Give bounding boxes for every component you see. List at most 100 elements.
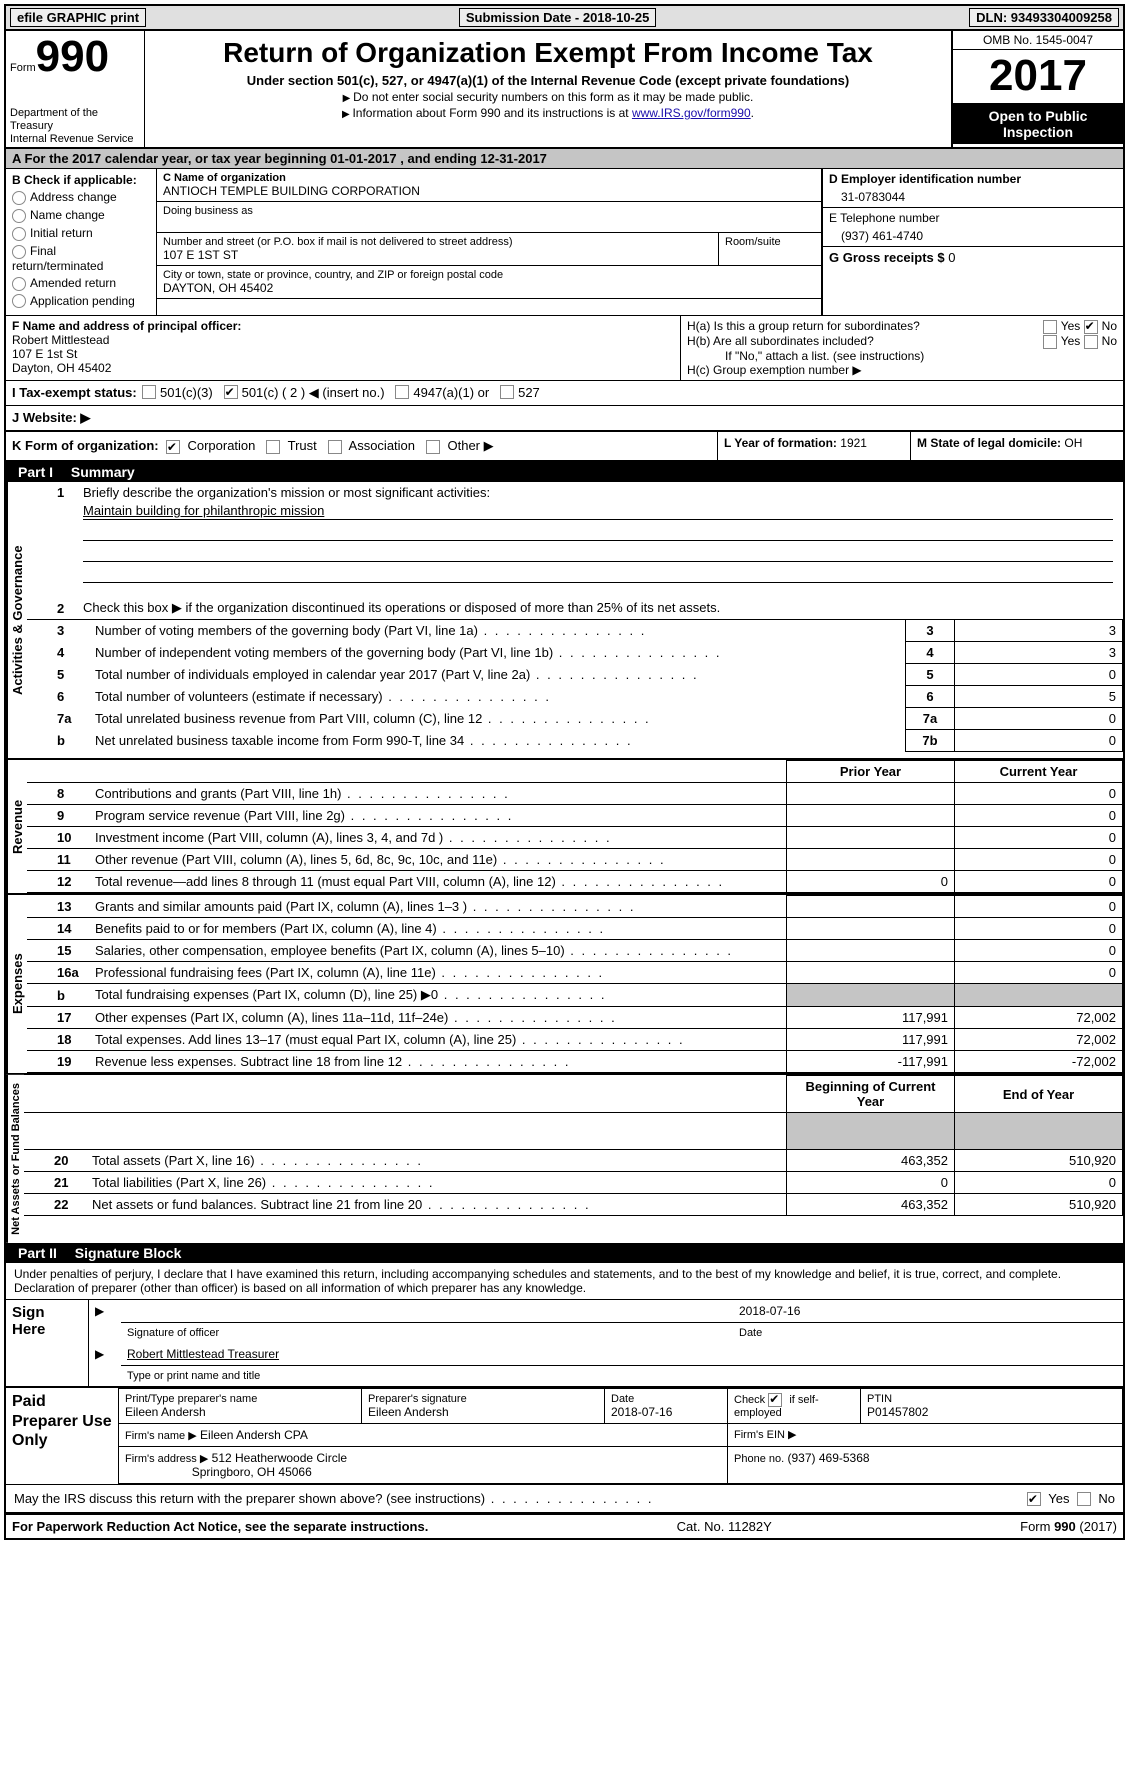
- exp-table: 13Grants and similar amounts paid (Part …: [27, 895, 1123, 1073]
- table-row: 8Contributions and grants (Part VIII, li…: [27, 783, 1123, 805]
- gross-receipts: 0: [948, 250, 955, 265]
- chk-trust[interactable]: [266, 440, 280, 454]
- sign-here-block: Sign Here ▶ 2018-07-16 Signature of offi…: [6, 1300, 1123, 1388]
- chk-amended[interactable]: [12, 277, 26, 291]
- part2-title: Signature Block: [75, 1245, 182, 1261]
- d-label: D Employer identification number: [829, 172, 1117, 186]
- chk-corp[interactable]: [166, 440, 180, 454]
- footer: For Paperwork Reduction Act Notice, see …: [6, 1514, 1123, 1538]
- chk-4947[interactable]: [395, 385, 409, 399]
- k-label: K Form of organization:: [12, 438, 159, 453]
- table-row: 13Grants and similar amounts paid (Part …: [27, 896, 1123, 918]
- part1-netassets: Net Assets or Fund Balances Beginning of…: [6, 1075, 1123, 1243]
- prep-sig-lbl: Preparer's signature: [368, 1393, 598, 1405]
- ha-yes[interactable]: [1043, 320, 1057, 334]
- prep-sig: Eileen Andersh: [368, 1405, 598, 1419]
- efile-print-button[interactable]: efile GRAPHIC print: [10, 8, 146, 27]
- chk-501c[interactable]: [224, 385, 238, 399]
- form-subtitle: Under section 501(c), 527, or 4947(a)(1)…: [149, 73, 947, 88]
- table-row: 15Salaries, other compensation, employee…: [27, 940, 1123, 962]
- domicile: OH: [1064, 436, 1082, 450]
- lbl-initial: Initial return: [30, 226, 93, 240]
- table-row: 22Net assets or fund balances. Subtract …: [24, 1194, 1123, 1216]
- box-b: B Check if applicable: Address change Na…: [6, 169, 157, 315]
- info-line: Information about Form 990 and its instr…: [149, 106, 947, 120]
- form-number: 990: [36, 32, 109, 81]
- firm-name: Eileen Andersh CPA: [200, 1428, 308, 1442]
- q1: Briefly describe the organization's miss…: [83, 485, 1113, 500]
- prep-name-lbl: Print/Type preparer's name: [125, 1393, 355, 1405]
- no3: No: [1098, 1491, 1115, 1506]
- box-h: H(a) Is this a group return for subordin…: [681, 316, 1123, 380]
- year-formation: 1921: [840, 436, 867, 450]
- phone-lbl: Phone no.: [734, 1453, 784, 1465]
- irs-link[interactable]: www.IRS.gov/form990: [632, 106, 751, 120]
- gov-row: 5Total number of individuals employed in…: [27, 664, 1123, 686]
- l-label: L Year of formation:: [724, 436, 837, 450]
- lbl-address-change: Address change: [30, 190, 117, 204]
- omb-number: OMB No. 1545-0047: [953, 31, 1123, 50]
- hb-label: H(b) Are all subordinates included?: [687, 334, 874, 349]
- hb-yes[interactable]: [1043, 335, 1057, 349]
- opt-501c3: 501(c)(3): [160, 385, 213, 401]
- org-name: ANTIOCH TEMPLE BUILDING CORPORATION: [163, 184, 815, 198]
- street: 107 E 1ST ST: [163, 248, 712, 262]
- f-label: F Name and address of principal officer:: [12, 319, 674, 333]
- top-bar: efile GRAPHIC print Submission Date - 20…: [6, 6, 1123, 31]
- opt-other: Other ▶: [447, 438, 493, 453]
- opt-527: 527: [518, 385, 540, 401]
- phone: (937) 461-4740: [841, 229, 1117, 243]
- paid-preparer-lbl: Paid Preparer Use Only: [6, 1388, 119, 1483]
- chk-assoc[interactable]: [328, 440, 342, 454]
- chk-self-employed[interactable]: [768, 1393, 782, 1407]
- ha-label: H(a) Is this a group return for subordin…: [687, 319, 920, 334]
- form-990-page: efile GRAPHIC print Submission Date - 20…: [4, 4, 1125, 1540]
- chk-initial[interactable]: [12, 227, 26, 241]
- line-j: J Website: ▶: [6, 406, 1123, 432]
- firm-addr1: 512 Heatherwoode Circle: [212, 1451, 347, 1465]
- opt-501c: 501(c) ( 2 ) ◀ (insert no.): [242, 385, 385, 401]
- type-name-lbl: Type or print name and title: [121, 1365, 1123, 1387]
- ha-no[interactable]: [1084, 320, 1098, 334]
- dept-treasury: Department of the Treasury: [10, 107, 140, 133]
- vert-expenses: Expenses: [6, 895, 27, 1073]
- yes-label: Yes: [1061, 319, 1081, 333]
- g-label: G Gross receipts $: [829, 250, 945, 265]
- chk-527[interactable]: [500, 385, 514, 399]
- e-label: E Telephone number: [829, 211, 1117, 225]
- may-irs: May the IRS discuss this return with the…: [14, 1491, 485, 1506]
- header-right: OMB No. 1545-0047 2017 Open to Public In…: [951, 31, 1123, 147]
- line-i: I Tax-exempt status: 501(c)(3) 501(c) ( …: [6, 381, 1123, 406]
- may-yes[interactable]: [1027, 1492, 1041, 1506]
- yes3: Yes: [1048, 1491, 1069, 1506]
- section-b-c-d: B Check if applicable: Address change Na…: [6, 169, 1123, 315]
- hdr-prior: Prior Year: [787, 761, 955, 783]
- hb-no[interactable]: [1084, 335, 1098, 349]
- officer-name-sig: Robert Mittlestead Treasurer: [121, 1343, 1123, 1366]
- part1-revenue: Revenue Prior YearCurrent Year 8Contribu…: [6, 760, 1123, 895]
- gov-table: 3Number of voting members of the governi…: [27, 619, 1123, 752]
- no-label2: No: [1102, 334, 1117, 348]
- chk-pending[interactable]: [12, 294, 26, 308]
- ein: 31-0783044: [841, 190, 1117, 204]
- paid-preparer-block: Paid Preparer Use Only Print/Type prepar…: [6, 1388, 1123, 1484]
- tax-year: 2017: [953, 50, 1123, 103]
- chk-name-change[interactable]: [12, 209, 26, 223]
- irs-label: Internal Revenue Service: [10, 133, 140, 145]
- chk-final[interactable]: [12, 245, 26, 259]
- sign-here: Sign Here: [6, 1300, 89, 1343]
- chk-address-change[interactable]: [12, 191, 26, 205]
- no-label: No: [1102, 319, 1117, 333]
- chk-other[interactable]: [426, 440, 440, 454]
- line-k-l-m: K Form of organization: Corporation Trus…: [6, 432, 1123, 462]
- table-row: bTotal fundraising expenses (Part IX, co…: [27, 984, 1123, 1007]
- may-no[interactable]: [1077, 1492, 1091, 1506]
- table-row: 20Total assets (Part X, line 16)463,3525…: [24, 1150, 1123, 1172]
- chk-501c3[interactable]: [142, 385, 156, 399]
- vert-revenue: Revenue: [6, 760, 27, 893]
- lbl-final: Final return/terminated: [12, 244, 103, 273]
- part1-governance: Activities & Governance 1Briefly describ…: [6, 482, 1123, 760]
- i-label: I Tax-exempt status:: [12, 385, 142, 401]
- table-row: 9Program service revenue (Part VIII, lin…: [27, 805, 1123, 827]
- cat-no: Cat. No. 11282Y: [677, 1519, 772, 1534]
